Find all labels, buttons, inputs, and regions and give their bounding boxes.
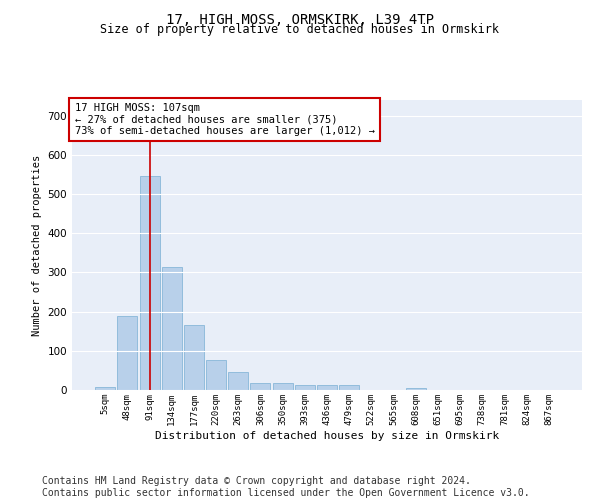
Text: 17 HIGH MOSS: 107sqm
← 27% of detached houses are smaller (375)
73% of semi-deta: 17 HIGH MOSS: 107sqm ← 27% of detached h…: [74, 103, 374, 136]
X-axis label: Distribution of detached houses by size in Ormskirk: Distribution of detached houses by size …: [155, 430, 499, 440]
Bar: [272, 382, 293, 390]
Bar: [118, 316, 137, 390]
Y-axis label: Number of detached properties: Number of detached properties: [32, 154, 42, 336]
Text: Contains HM Land Registry data © Crown copyright and database right 2024.
Contai: Contains HM Land Registry data © Crown c…: [42, 476, 530, 498]
Bar: [250, 382, 271, 390]
Bar: [140, 176, 160, 390]
Bar: [95, 387, 115, 390]
Text: 17, HIGH MOSS, ORMSKIRK, L39 4TP: 17, HIGH MOSS, ORMSKIRK, L39 4TP: [166, 12, 434, 26]
Bar: [206, 360, 226, 390]
Bar: [184, 324, 204, 390]
Text: Size of property relative to detached houses in Ormskirk: Size of property relative to detached ho…: [101, 22, 499, 36]
Bar: [295, 385, 315, 390]
Bar: [339, 385, 359, 390]
Bar: [317, 386, 337, 390]
Bar: [228, 372, 248, 390]
Bar: [162, 266, 182, 390]
Bar: [406, 388, 426, 390]
